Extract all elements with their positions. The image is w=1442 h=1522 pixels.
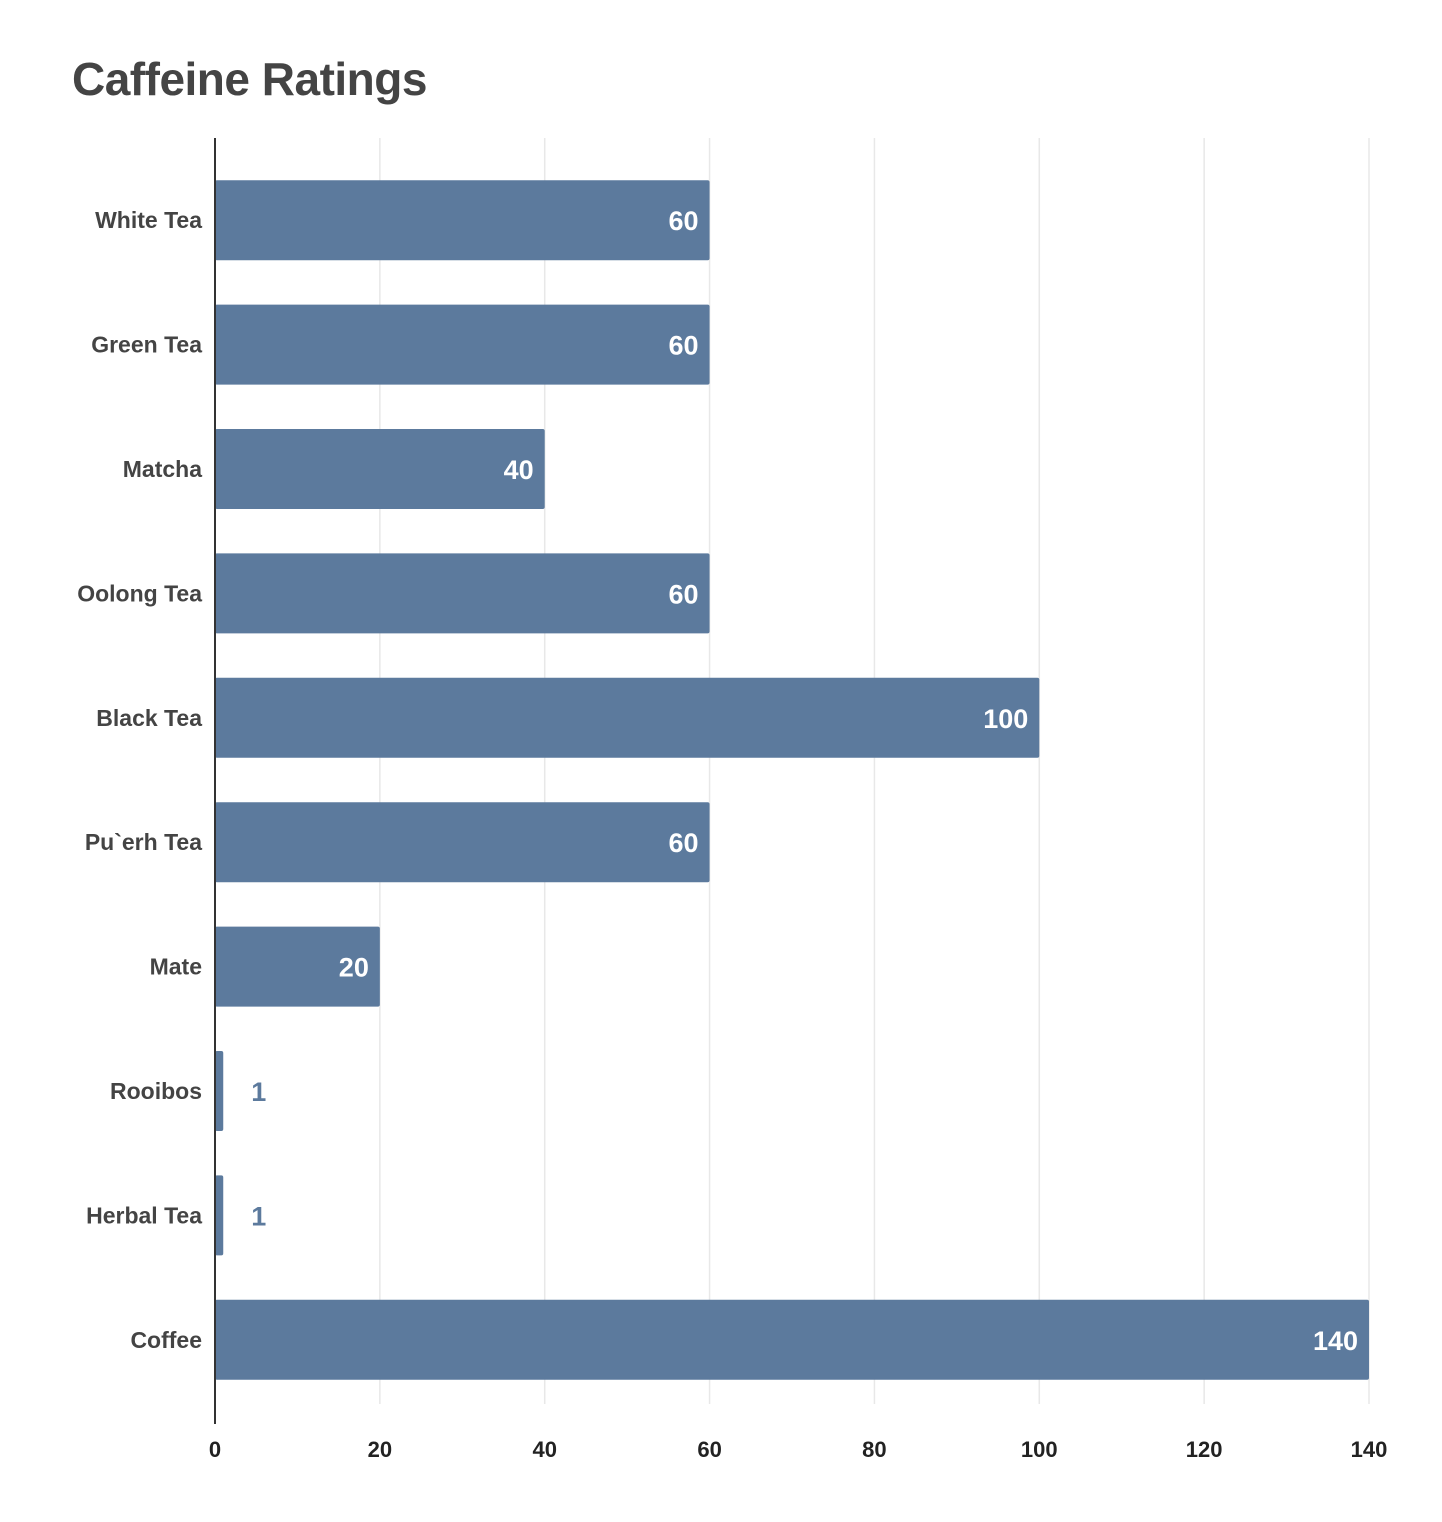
- x-tick-label: 40: [532, 1437, 556, 1462]
- y-category-label: Herbal Tea: [86, 1202, 202, 1228]
- data-label: 140: [1313, 1326, 1358, 1356]
- y-category-label: Black Tea: [96, 705, 202, 731]
- y-category-label: White Tea: [95, 207, 202, 233]
- bar-matcha: [215, 429, 545, 509]
- y-category-label: Matcha: [123, 456, 202, 482]
- y-category-label: Pu`erh Tea: [85, 829, 202, 855]
- x-tick-label: 140: [1351, 1437, 1388, 1462]
- bar-coffee: [215, 1299, 1369, 1380]
- y-category-label: Oolong Tea: [77, 580, 202, 606]
- data-label: 60: [669, 579, 699, 609]
- x-tick-label: 60: [697, 1437, 721, 1462]
- data-label: 20: [339, 953, 369, 983]
- y-category-label: Green Tea: [91, 332, 202, 358]
- data-label: 100: [983, 704, 1028, 734]
- data-label: 1: [251, 1077, 266, 1107]
- bar-black-tea: [215, 677, 1040, 758]
- data-label: 1: [251, 1201, 266, 1231]
- x-tick-label: 20: [368, 1437, 392, 1462]
- y-category-label: Coffee: [130, 1327, 202, 1353]
- bar-rooibos: [215, 1051, 224, 1131]
- x-tick-label: 100: [1021, 1437, 1058, 1462]
- bar-mate: [215, 926, 380, 1007]
- y-category-label: Mate: [150, 954, 202, 980]
- x-tick-label: 0: [209, 1437, 221, 1462]
- y-category-label: Rooibos: [110, 1078, 202, 1104]
- bar-herbal-tea: [215, 1175, 224, 1256]
- data-label: 60: [669, 206, 699, 236]
- bar-green-tea: [215, 304, 710, 385]
- x-tick-label: 80: [862, 1437, 886, 1462]
- data-label: 60: [669, 828, 699, 858]
- chart-title: Caffeine Ratings: [72, 53, 427, 105]
- bar-oolong-tea: [215, 553, 710, 634]
- data-label: 60: [669, 331, 699, 361]
- bar-white-tea: [215, 180, 710, 261]
- data-label: 40: [504, 455, 534, 485]
- bar-pu-erh-tea: [215, 802, 710, 883]
- bars: [215, 180, 1369, 1380]
- x-tick-label: 120: [1186, 1437, 1223, 1462]
